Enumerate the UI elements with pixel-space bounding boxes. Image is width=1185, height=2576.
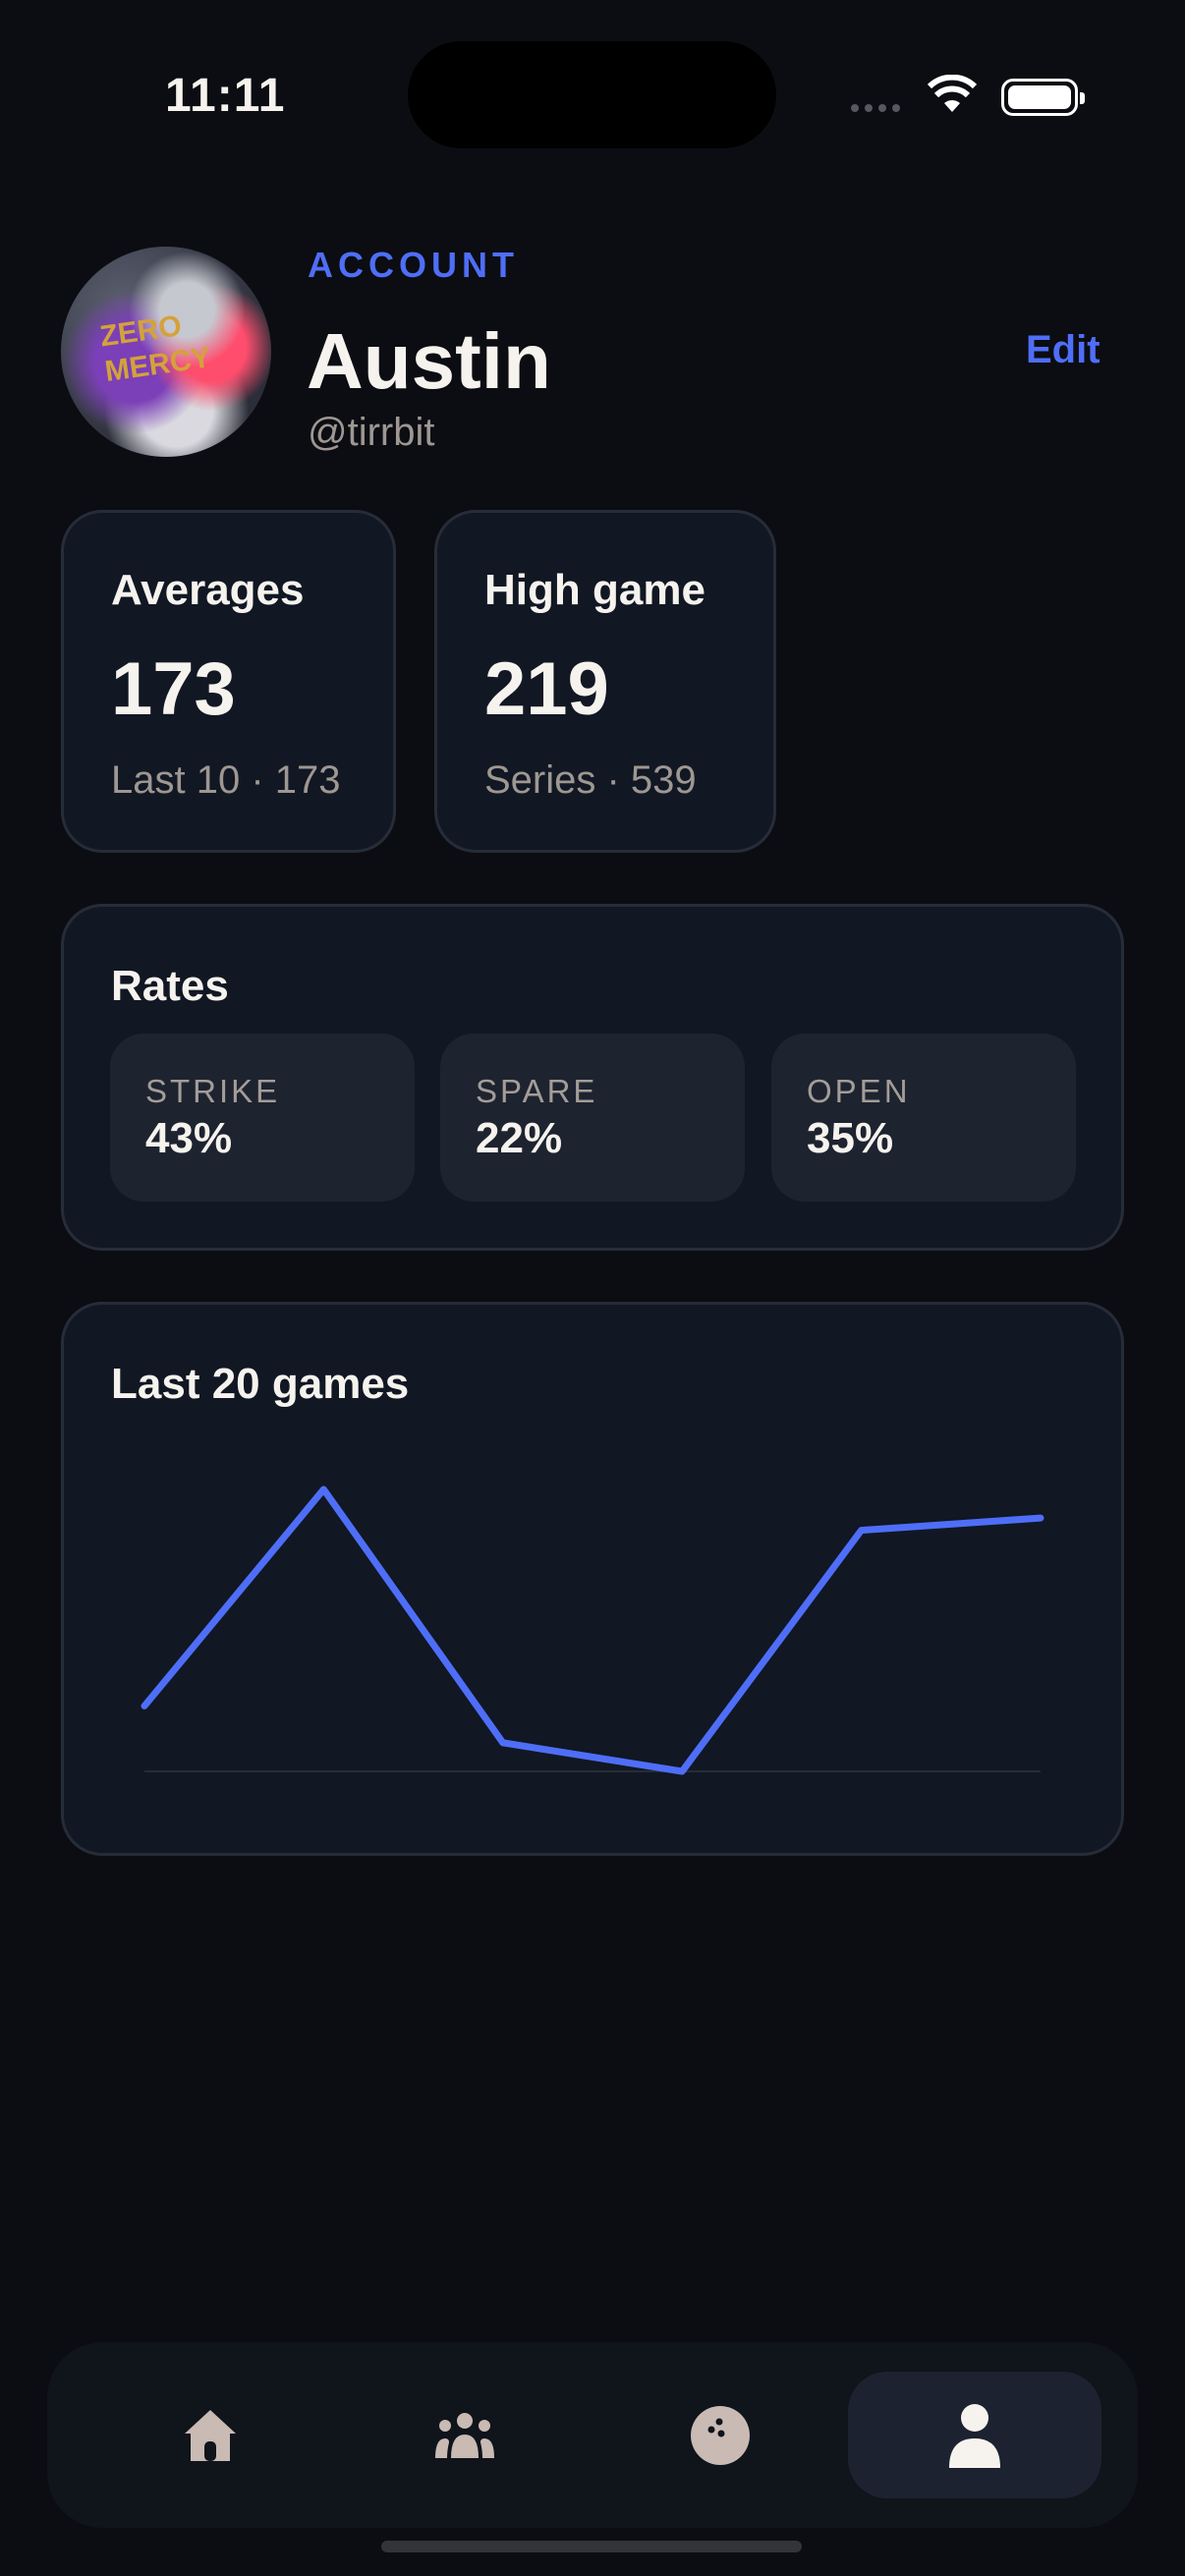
series-line	[141, 1485, 1044, 1775]
rate-tile-spare: SPARE 22%	[440, 1034, 745, 1202]
card-subtitle: Series · 539	[484, 758, 697, 802]
averages-card: Averages 173 Last 10 · 173	[61, 510, 396, 853]
tab-games[interactable]	[593, 2372, 847, 2498]
chart-title: Last 20 games	[111, 1360, 410, 1408]
tab-friends[interactable]	[338, 2372, 592, 2498]
tab-account[interactable]	[848, 2372, 1101, 2498]
profile-name: Austin	[307, 317, 551, 405]
rate-tile-strike: STRIKE 43%	[110, 1034, 415, 1202]
profile-handle: @tirrbit	[308, 411, 435, 454]
section-kicker: ACCOUNT	[308, 245, 519, 285]
avatar-logo: ZERO MERCY	[97, 309, 213, 389]
rate-value: 35%	[807, 1114, 894, 1162]
tab-home[interactable]	[84, 2372, 337, 2498]
last-games-card: Last 20 games	[61, 1302, 1124, 1856]
battery-icon	[1001, 79, 1085, 116]
rate-value: 43%	[145, 1114, 233, 1162]
card-title: High game	[484, 566, 705, 614]
card-subtitle: Last 10 · 173	[111, 758, 341, 802]
rates-card: Rates STRIKE 43% SPARE 22% OPEN 35%	[61, 904, 1124, 1251]
home-indicator[interactable]	[381, 2541, 802, 2552]
rate-label: OPEN	[807, 1073, 911, 1109]
cellular-signal-icon	[851, 104, 900, 112]
status-time: 11:11	[165, 70, 286, 122]
bowling-ball-icon	[691, 2405, 750, 2465]
people-icon	[435, 2412, 494, 2458]
edit-button[interactable]: Edit	[1026, 328, 1100, 371]
tab-bar	[47, 2342, 1138, 2528]
rate-label: SPARE	[476, 1073, 598, 1109]
high-game-card: High game 219 Series · 539	[434, 510, 776, 853]
home-icon	[185, 2409, 236, 2461]
avatar[interactable]: ZERO MERCY	[61, 247, 271, 457]
rate-tile-open: OPEN 35%	[771, 1034, 1076, 1202]
card-value: 219	[484, 647, 609, 731]
person-icon	[949, 2403, 1000, 2468]
dynamic-island	[408, 41, 776, 148]
card-title: Averages	[111, 566, 305, 614]
wifi-icon	[927, 75, 978, 112]
rates-title: Rates	[111, 962, 229, 1010]
line-chart	[141, 1485, 1044, 1775]
card-value: 173	[111, 647, 236, 731]
rate-value: 22%	[476, 1114, 563, 1162]
rate-label: STRIKE	[145, 1073, 281, 1109]
